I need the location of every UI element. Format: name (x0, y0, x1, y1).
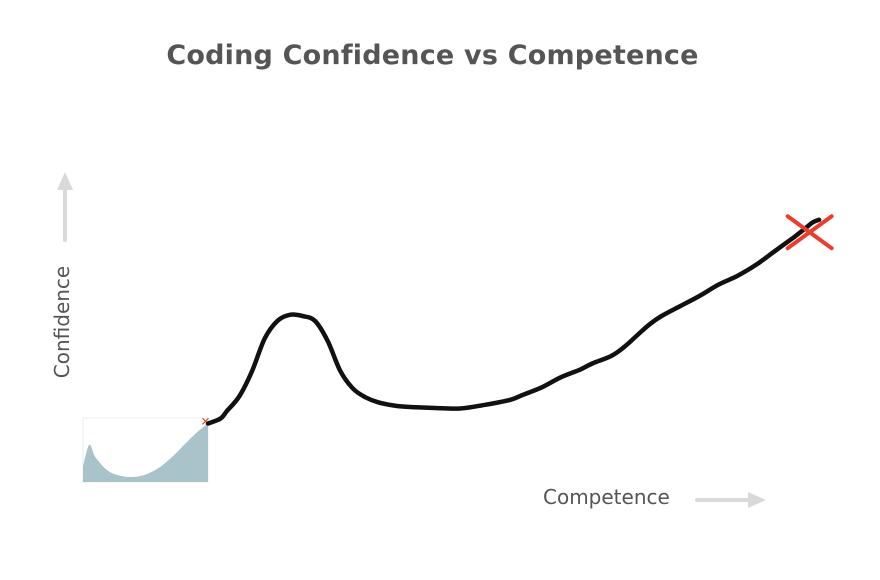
x-axis-arrow-icon (695, 492, 766, 508)
inset-thumbnail (82, 417, 209, 483)
series-line (205, 217, 822, 426)
x-mark-stroke-2 (785, 214, 834, 251)
y-axis-arrow-icon (57, 172, 73, 242)
chart-title: Coding Confidence vs Competence (166, 40, 699, 71)
inset-x-mark-stroke-2 (202, 417, 209, 425)
inset-area (83, 423, 208, 482)
x-mark-icon (785, 214, 834, 251)
x-axis-label: Competence (543, 485, 670, 509)
